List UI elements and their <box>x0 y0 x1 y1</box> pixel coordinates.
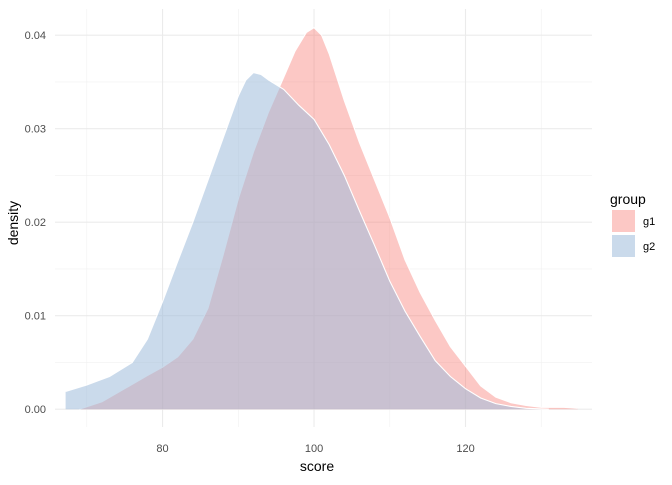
legend-title: group <box>610 191 646 207</box>
legend: group g1 g2 <box>610 191 655 257</box>
y-axis-title: density <box>5 201 21 245</box>
x-tick-label: 100 <box>305 443 323 455</box>
x-tick-label: 120 <box>456 443 474 455</box>
density-areas <box>65 27 578 410</box>
legend-label-g1: g1 <box>643 216 655 228</box>
legend-key-g2 <box>612 235 635 257</box>
legend-key-g1 <box>612 210 635 232</box>
y-tick-label: 0.00 <box>25 404 46 416</box>
x-tick-label: 80 <box>156 443 168 455</box>
axis-labels: score density 80 100 120 0.00 0.01 0.02 0.03 0.… <box>5 30 475 474</box>
legend-label-g2: g2 <box>643 241 655 253</box>
y-tick-label: 0.02 <box>25 217 46 229</box>
x-axis-title: score <box>300 458 334 474</box>
y-tick-label: 0.04 <box>25 30 46 42</box>
density-outline-g2 <box>65 71 549 410</box>
y-tick-label: 0.03 <box>25 124 46 136</box>
y-tick-label: 0.01 <box>25 311 46 323</box>
density-area-g2 <box>65 72 549 410</box>
